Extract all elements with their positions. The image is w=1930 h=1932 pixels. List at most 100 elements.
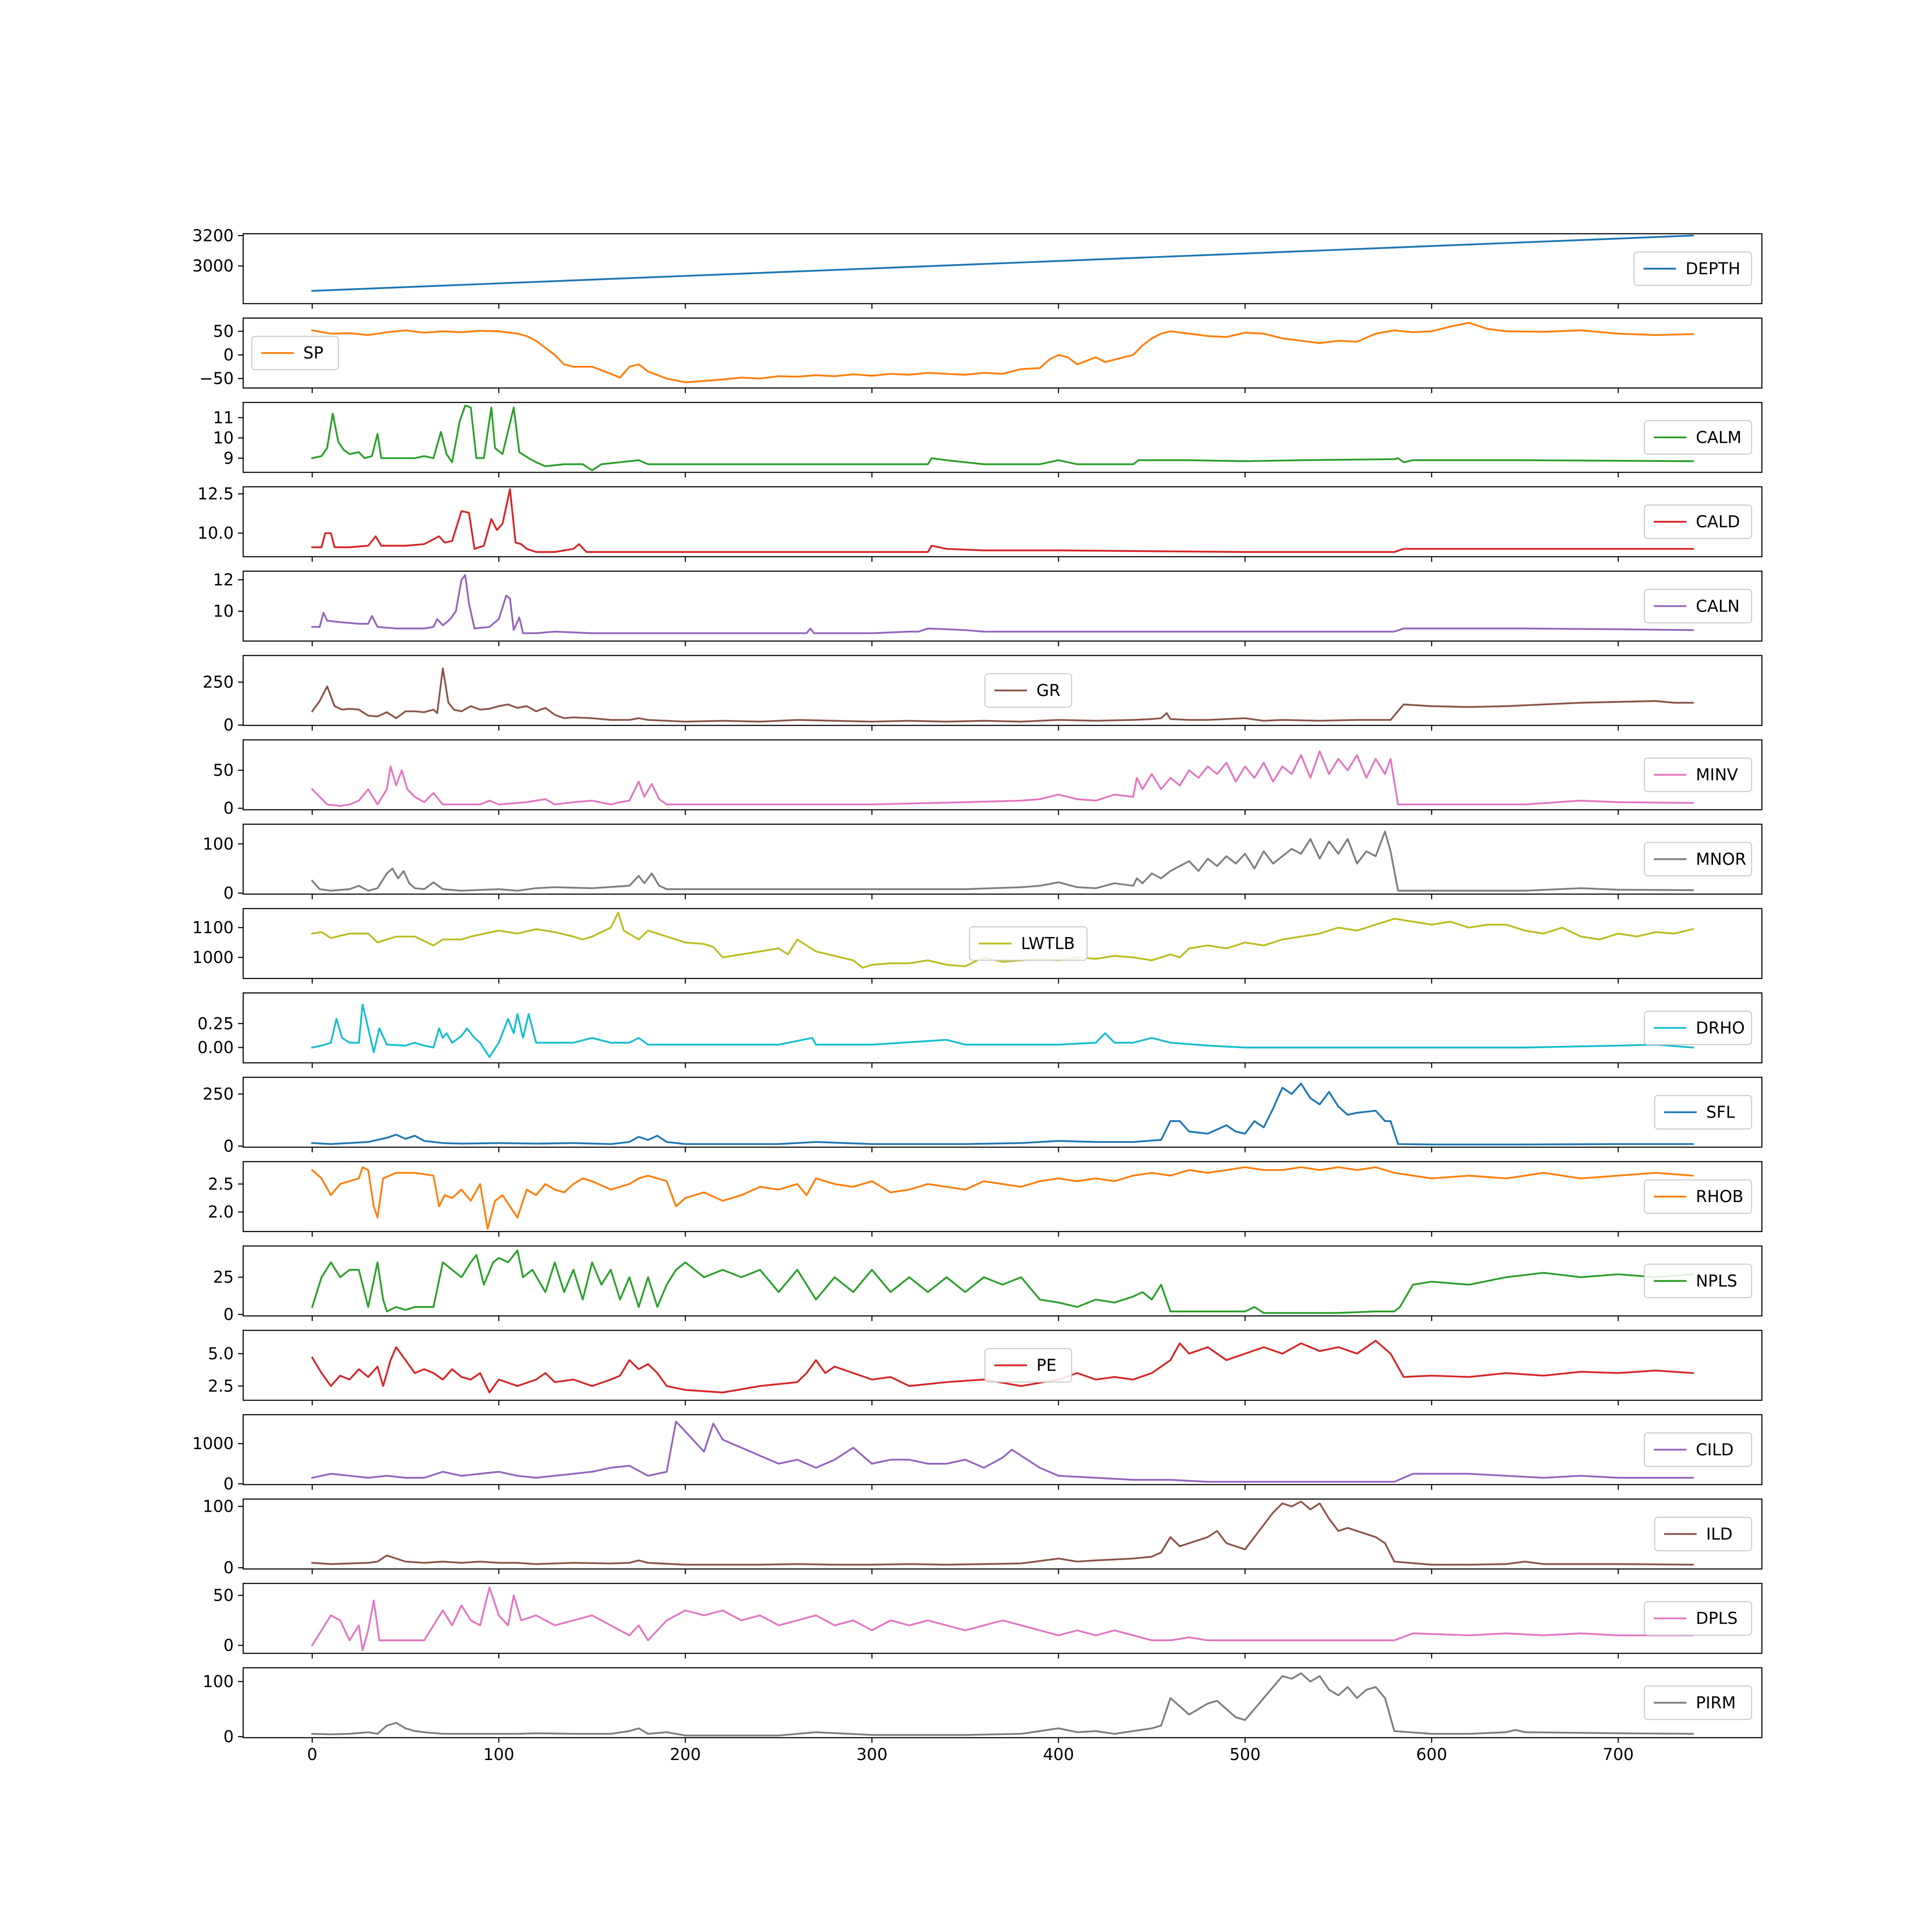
legend-pirm: PIRM: [1644, 1685, 1752, 1720]
ytick-label-sp-0: −50: [199, 369, 234, 388]
subplot-sfl: 0 250 SFL: [202, 1076, 1763, 1156]
ytick-label-sp-2: 50: [213, 322, 234, 341]
axes-frame-sp: [242, 317, 1763, 389]
axes-frame-rhob: [242, 1161, 1763, 1232]
ytick-label-gr-0: 0: [223, 716, 234, 735]
legend-label-pe: PE: [1037, 1356, 1057, 1375]
subplot-rhob: 2.0 2.5 RHOB: [208, 1161, 1763, 1237]
legend-box-caln: [1644, 589, 1752, 624]
legend-mnor: MNOR: [1644, 842, 1752, 877]
series-line-mnor: [311, 831, 1694, 892]
legend-label-ild: ILD: [1706, 1525, 1733, 1543]
series-line-pirm: [311, 1672, 1694, 1736]
xtick-label-6: 600: [1416, 1745, 1448, 1764]
axes-frame-gr: [242, 655, 1763, 726]
subplot-caln: 10 12 CALN: [213, 570, 1763, 646]
ytick-label-minv-0: 0: [223, 799, 234, 818]
legend-label-mnor: MNOR: [1696, 850, 1746, 868]
legend-label-rhob: RHOB: [1696, 1187, 1743, 1206]
ytick-label-mnor-0: 0: [223, 884, 234, 903]
axes-frame-pe: [242, 1329, 1763, 1401]
subplot-pe: 2.5 5.0 PE: [208, 1329, 1763, 1406]
axes-frame-dpls: [242, 1582, 1763, 1654]
legend-box-sp: [251, 335, 339, 371]
legend-label-gr: GR: [1037, 681, 1061, 700]
subplot-cild: 0 1000 CILD: [192, 1414, 1763, 1493]
legend-box-dpls: [1644, 1601, 1752, 1636]
legend-ild: ILD: [1654, 1516, 1752, 1552]
ytick-label-cald-1: 12.5: [197, 485, 234, 503]
ytick-label-calm-1: 10: [213, 428, 234, 447]
legend-label-sfl: SFL: [1706, 1103, 1735, 1122]
ytick-label-pirm-1: 100: [202, 1672, 234, 1691]
ytick-label-cild-0: 0: [223, 1474, 234, 1493]
legend-box-mnor: [1644, 842, 1752, 877]
legend-sp: SP: [251, 335, 339, 371]
legend-box-cald: [1644, 504, 1752, 539]
series-line-rhob: [311, 1166, 1694, 1230]
ytick-label-drho-0: 0.00: [197, 1038, 234, 1057]
series-line-sp: [311, 322, 1694, 383]
ytick-label-calm-2: 11: [213, 408, 234, 427]
axes-frame-cald: [242, 486, 1763, 558]
legend-dpls: DPLS: [1644, 1601, 1752, 1636]
legend-drho: DRHO: [1644, 1010, 1752, 1046]
legend-box-gr: [984, 673, 1072, 708]
subplot-mnor: 0 100 MNOR: [202, 823, 1763, 903]
xtick-label-0: 0: [307, 1745, 317, 1764]
axes-frame-depth: [242, 233, 1763, 304]
xtick-label-5: 500: [1230, 1745, 1261, 1764]
legend-box-ild: [1654, 1516, 1752, 1552]
legend-box-depth: [1633, 251, 1752, 286]
ytick-label-pe-1: 5.0: [208, 1344, 234, 1363]
subplot-ild: 0 100 ILD: [202, 1497, 1763, 1577]
legend-cald: CALD: [1644, 504, 1752, 539]
ytick-label-cald-0: 10.0: [197, 524, 234, 543]
subplot-gr: 0 250 GR: [202, 655, 1763, 735]
subplot-dpls: 0 50 DPLS: [213, 1582, 1763, 1659]
ytick-label-drho-1: 0.25: [197, 1014, 234, 1033]
axes-frame-mnor: [242, 823, 1763, 895]
legend-box-cild: [1644, 1432, 1752, 1467]
legend-pe: PE: [984, 1348, 1072, 1383]
legend-box-minv: [1644, 757, 1752, 792]
subplot-cald: 10.0 12.5 CALD: [197, 485, 1763, 562]
series-line-lwtlb: [311, 912, 1694, 969]
legend-caln: CALN: [1644, 589, 1752, 624]
legend-box-sfl: [1654, 1095, 1752, 1130]
ytick-label-lwtlb-1: 1100: [192, 918, 234, 937]
axes-frame-ild: [242, 1498, 1763, 1570]
legend-gr: GR: [984, 673, 1072, 708]
legend-box-rhob: [1644, 1179, 1752, 1214]
ytick-label-caln-0: 10: [213, 602, 234, 621]
legend-label-drho: DRHO: [1696, 1019, 1745, 1037]
ytick-label-sp-1: 0: [223, 346, 234, 365]
series-line-sfl: [311, 1082, 1694, 1145]
legend-rhob: RHOB: [1644, 1179, 1752, 1214]
subplot-pirm: 0 100 0 100 200 300 400 500 600 700 PIRM: [202, 1667, 1763, 1764]
xtick-label-7: 700: [1603, 1745, 1634, 1764]
series-line-drho: [311, 1004, 1694, 1058]
ytick-label-minv-1: 50: [213, 761, 234, 780]
legend-label-minv: MINV: [1696, 766, 1738, 784]
legend-label-npls: NPLS: [1696, 1272, 1737, 1290]
ytick-label-ild-1: 100: [202, 1497, 234, 1516]
ytick-label-lwtlb-0: 1000: [192, 948, 234, 967]
legend-label-caln: CALN: [1696, 597, 1740, 615]
legend-label-calm: CALM: [1696, 428, 1742, 447]
legend-box-drho: [1644, 1010, 1752, 1046]
axes-frame-minv: [242, 739, 1763, 811]
subplot-drho: 0.00 0.25 DRHO: [197, 992, 1763, 1068]
xtick-label-3: 300: [856, 1745, 888, 1764]
axes-frame-npls: [242, 1245, 1763, 1317]
ytick-label-cild-1: 1000: [192, 1434, 234, 1453]
legend-npls: NPLS: [1644, 1263, 1752, 1299]
axes-frame-sfl: [242, 1076, 1763, 1148]
legend-box-lwtlb: [969, 926, 1088, 961]
subplot-npls: 0 25 NPLS: [213, 1245, 1763, 1324]
series-line-minv: [311, 750, 1694, 807]
ytick-label-npls-0: 0: [223, 1305, 234, 1324]
